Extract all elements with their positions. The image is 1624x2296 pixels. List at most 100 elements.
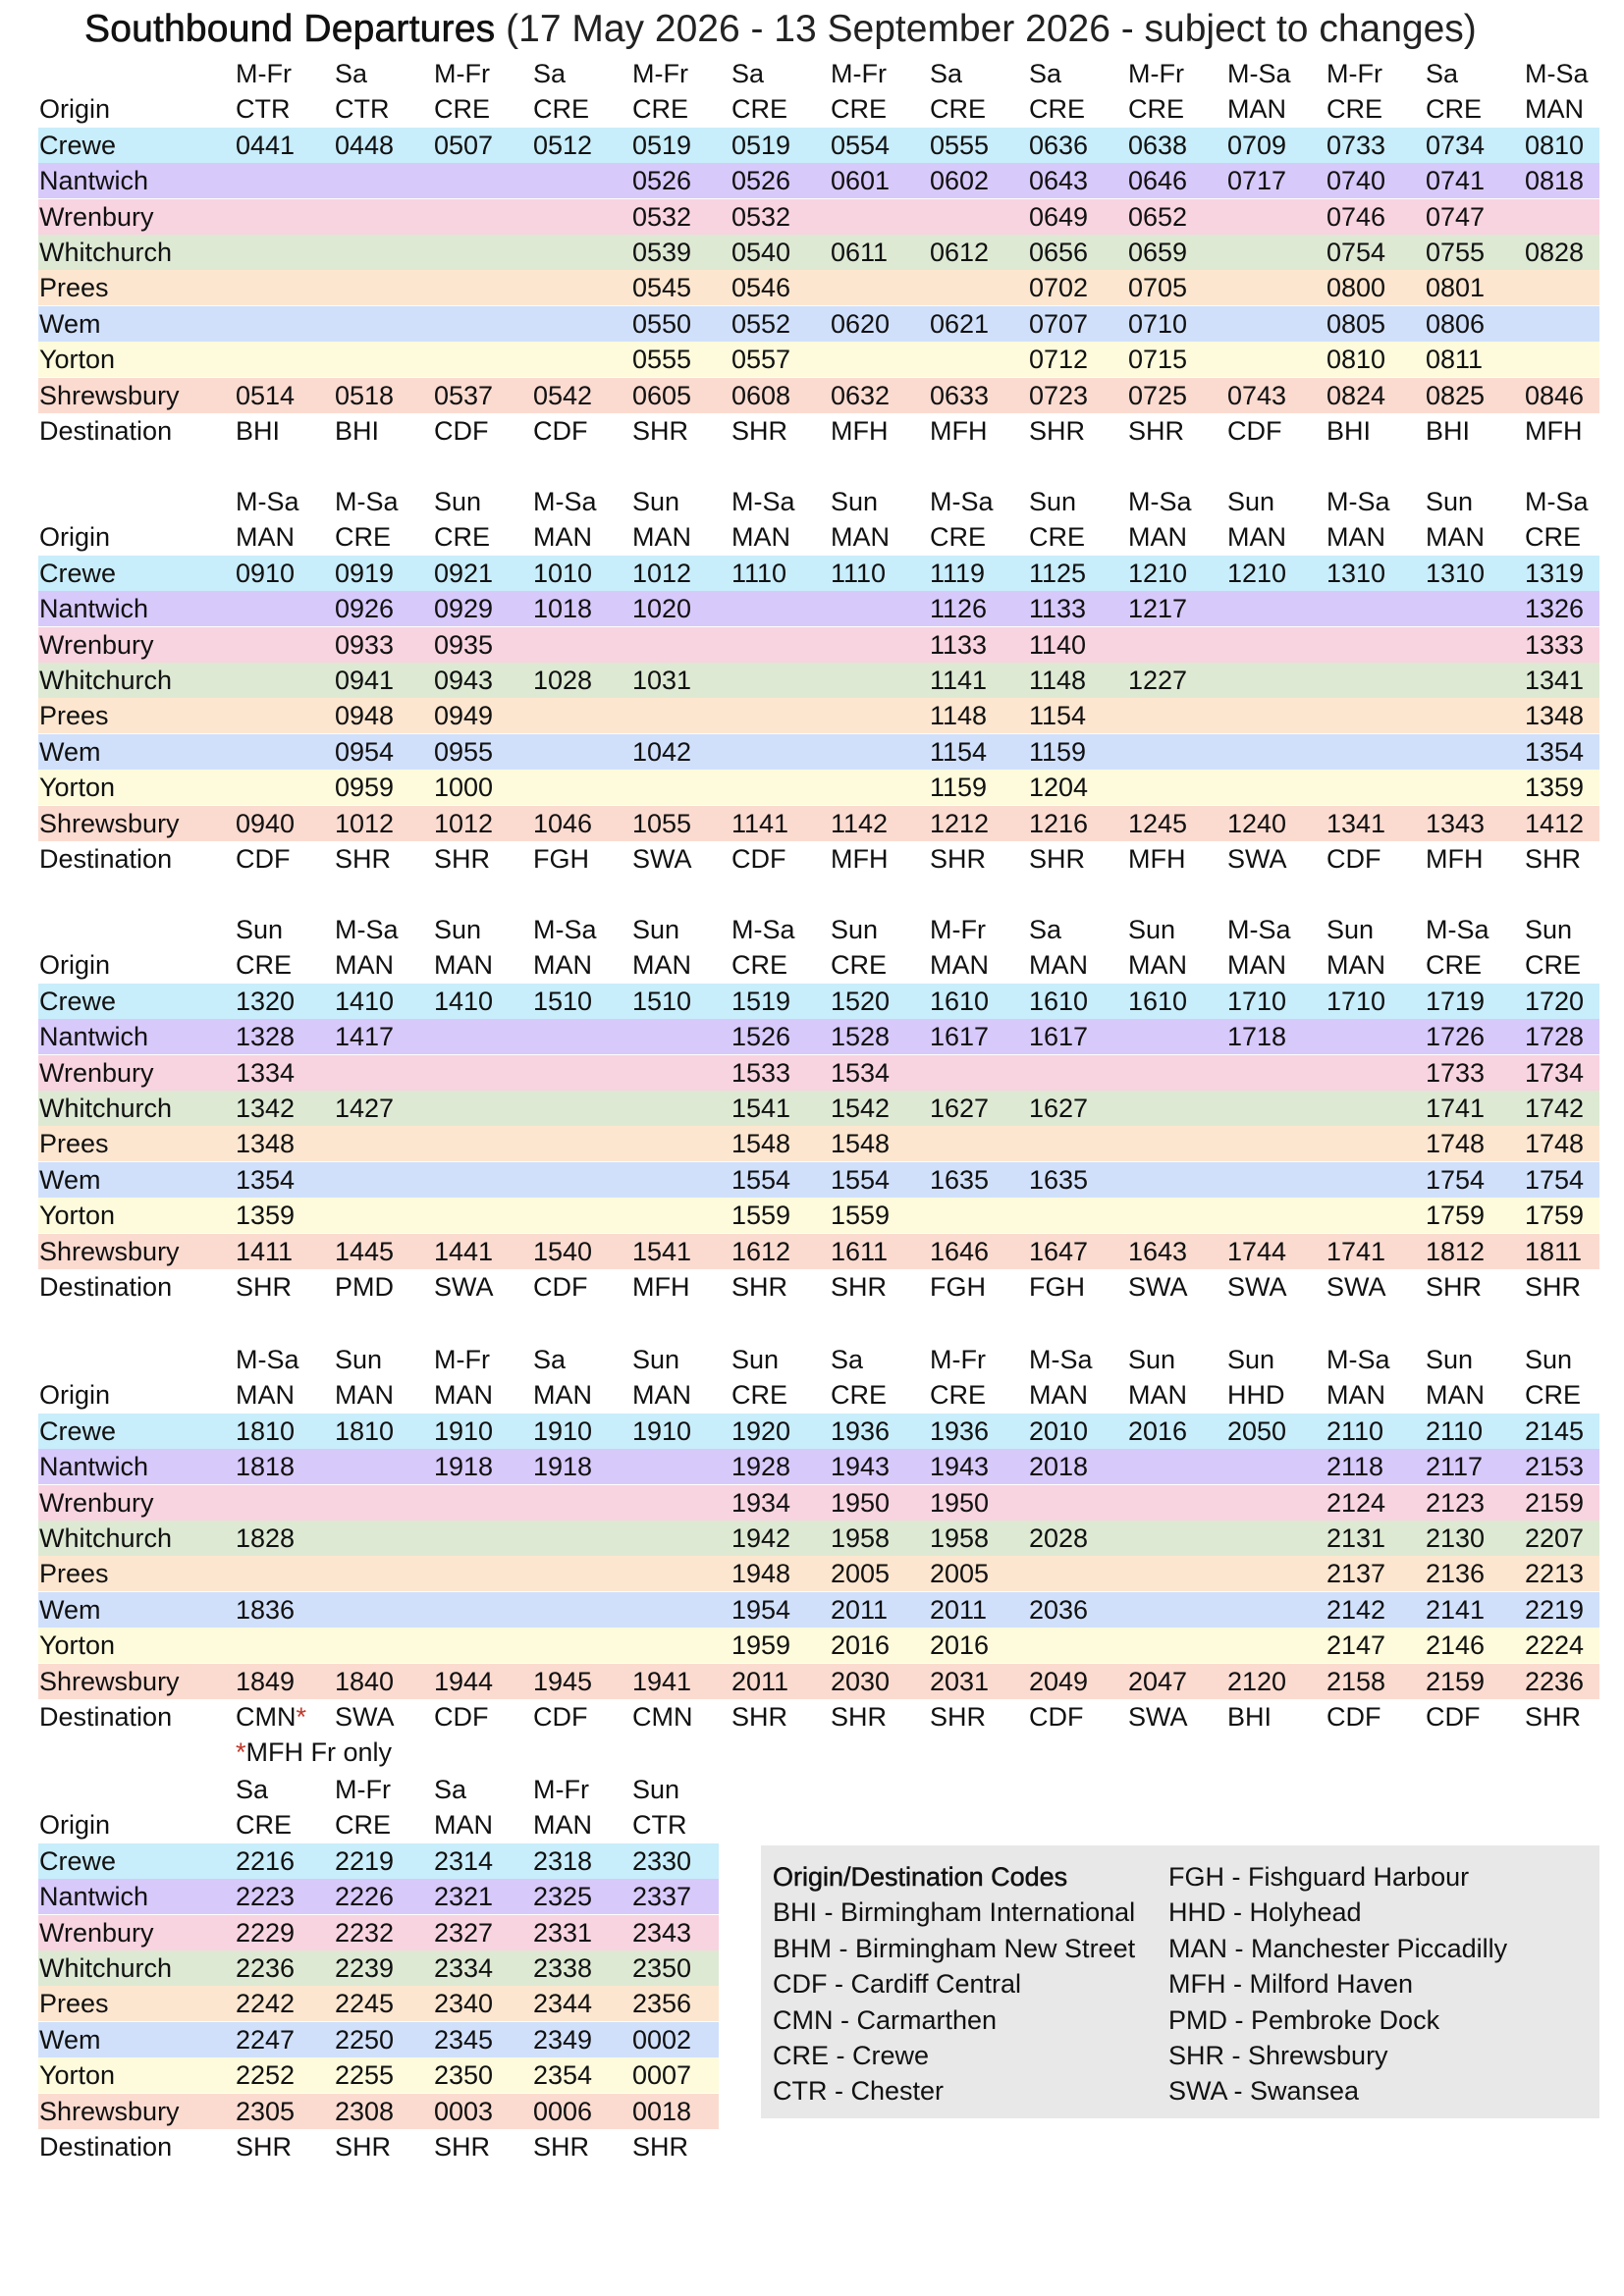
station-name: Crewe — [39, 130, 117, 160]
departure-time: 0747 — [1426, 201, 1486, 232]
origin-code: MAN — [533, 950, 592, 981]
destination-code-text: PMD — [335, 1272, 394, 1302]
departure-time: 2011 — [831, 1594, 889, 1625]
departure-time: 0643 — [1029, 166, 1089, 196]
departure-time: 2242 — [236, 1989, 296, 2019]
origin-code: MAN — [533, 1810, 592, 1841]
destination-code: SWA — [1128, 1699, 1188, 1735]
departure-time: 1159 — [1029, 736, 1087, 767]
origin-code: MAN — [1029, 950, 1088, 981]
departure-time: 1936 — [930, 1415, 990, 1446]
departure-time: 2011 — [930, 1594, 988, 1625]
departure-time: 0649 — [1029, 201, 1089, 232]
service-days: M-Fr — [831, 59, 887, 88]
departure-time: 1141 — [731, 808, 789, 838]
departure-time: 0959 — [335, 773, 395, 803]
station-row-band — [38, 1986, 719, 2022]
departure-time: 0608 — [731, 380, 791, 410]
departure-time: 0555 — [930, 130, 990, 160]
departure-time: 1728 — [1525, 1022, 1585, 1052]
station-name: Wrenbury — [39, 1487, 154, 1518]
destination-code-text: SHR — [335, 844, 392, 874]
departure-time: 2334 — [434, 1953, 494, 1983]
departure-time: 2036 — [1029, 1594, 1089, 1625]
departure-time: 2232 — [335, 1917, 395, 1948]
destination-code-text: FGH — [533, 844, 589, 874]
departure-time: 2118 — [1326, 1452, 1384, 1482]
service-days: M-Fr — [1326, 59, 1382, 88]
station-name: Wem — [39, 308, 101, 339]
departure-time: 2016 — [930, 1630, 990, 1661]
service-days: Sun — [1426, 487, 1474, 516]
legend-entry: PMD - Pembroke Dock — [1168, 2004, 1440, 2035]
station-name: Crewe — [39, 558, 117, 588]
destination-code: MFH — [632, 1269, 689, 1305]
departure-time: 2349 — [533, 2024, 593, 2055]
origin-code: CRE — [335, 1810, 392, 1841]
destination-code-text: SHR — [1029, 844, 1086, 874]
departure-time: 0948 — [335, 701, 395, 731]
departure-time: 2117 — [1426, 1452, 1484, 1482]
departure-time: 2047 — [1128, 1666, 1188, 1696]
station-row-band — [38, 1198, 1599, 1234]
departure-time: 1326 — [1525, 594, 1585, 624]
departure-time: 1520 — [831, 986, 891, 1016]
departure-time: 1154 — [930, 736, 988, 767]
origin-code: MAN — [831, 522, 890, 553]
departure-time: 1541 — [731, 1094, 791, 1123]
departure-time: 0652 — [1128, 201, 1188, 232]
station-row-band — [38, 305, 1599, 342]
service-days: M-Sa — [1525, 59, 1589, 88]
station-name: Whitchurch — [39, 1953, 173, 1983]
destination-code: SWA — [335, 1699, 395, 1735]
departure-time: 1031 — [632, 666, 692, 695]
destination-code-text: BHI — [1227, 1702, 1272, 1732]
departure-time: 1510 — [533, 986, 593, 1016]
destination-code: CDF — [236, 841, 291, 877]
service-days: Sun — [632, 915, 680, 944]
departure-time: 1759 — [1426, 1201, 1486, 1231]
station-row-band — [38, 1126, 1599, 1162]
destination-code: SHR — [434, 2129, 490, 2164]
origin-code: CRE — [930, 522, 987, 553]
service-days: Sa — [236, 1775, 269, 1804]
station-row-band — [38, 342, 1599, 378]
departure-time: 1741 — [1326, 1236, 1386, 1266]
departure-time: 1617 — [930, 1022, 990, 1052]
departure-time: 2247 — [236, 2024, 296, 2055]
destination-code: SHR — [1525, 841, 1581, 877]
origin-code: MAN — [1426, 1380, 1485, 1411]
legend-box: Origin/Destination Codes BHI - Birmingham… — [761, 1845, 1599, 2118]
destination-code-text: CDF — [1326, 844, 1381, 874]
legend-entry: MAN - Manchester Piccadilly — [1168, 1933, 1508, 1963]
departure-time: 1018 — [533, 594, 593, 624]
departure-time: 2159 — [1426, 1666, 1486, 1696]
departure-time: 0542 — [533, 380, 593, 410]
departure-time: 1342 — [236, 1094, 296, 1123]
destination-code: CDF — [1426, 1699, 1481, 1735]
departure-time: 0552 — [731, 308, 791, 339]
legend-entry: CMN - Carmarthen — [773, 2004, 998, 2035]
departure-time: 0926 — [335, 594, 395, 624]
departure-time: 1647 — [1029, 1236, 1089, 1266]
departure-time: 1046 — [533, 808, 593, 838]
service-days: M-Fr — [632, 59, 688, 88]
departure-time: 1958 — [930, 1523, 990, 1553]
footnote: *MFH Fr only — [236, 1735, 392, 1770]
destination-code-text: SWA — [632, 844, 692, 874]
departure-time: 1441 — [434, 1236, 494, 1266]
departure-time: 2340 — [434, 1989, 494, 2019]
origin-code: CRE — [731, 950, 788, 981]
departure-time: 1646 — [930, 1236, 990, 1266]
departure-time: 1920 — [731, 1415, 791, 1446]
departure-time: 0919 — [335, 558, 395, 588]
destination-code-text: CDF — [1029, 1702, 1084, 1732]
departure-time: 0734 — [1426, 130, 1486, 160]
station-row-band — [38, 698, 1599, 734]
station-row-band — [38, 1413, 1599, 1449]
departure-time: 2252 — [236, 2060, 296, 2091]
departure-time: 0550 — [632, 308, 692, 339]
service-days: M-Sa — [533, 915, 597, 944]
origin-code: CRE — [1029, 522, 1086, 553]
departure-time: 2136 — [1426, 1559, 1486, 1589]
